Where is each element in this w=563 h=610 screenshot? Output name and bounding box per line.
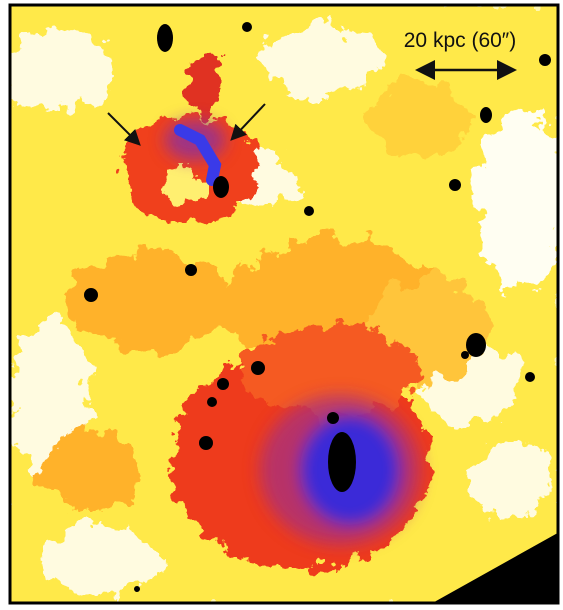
image-field: 20 kpc (60″) — [0, 0, 563, 610]
astro-image: 20 kpc (60″) — [0, 0, 563, 610]
scale-label: 20 kpc (60″) — [404, 29, 517, 52]
